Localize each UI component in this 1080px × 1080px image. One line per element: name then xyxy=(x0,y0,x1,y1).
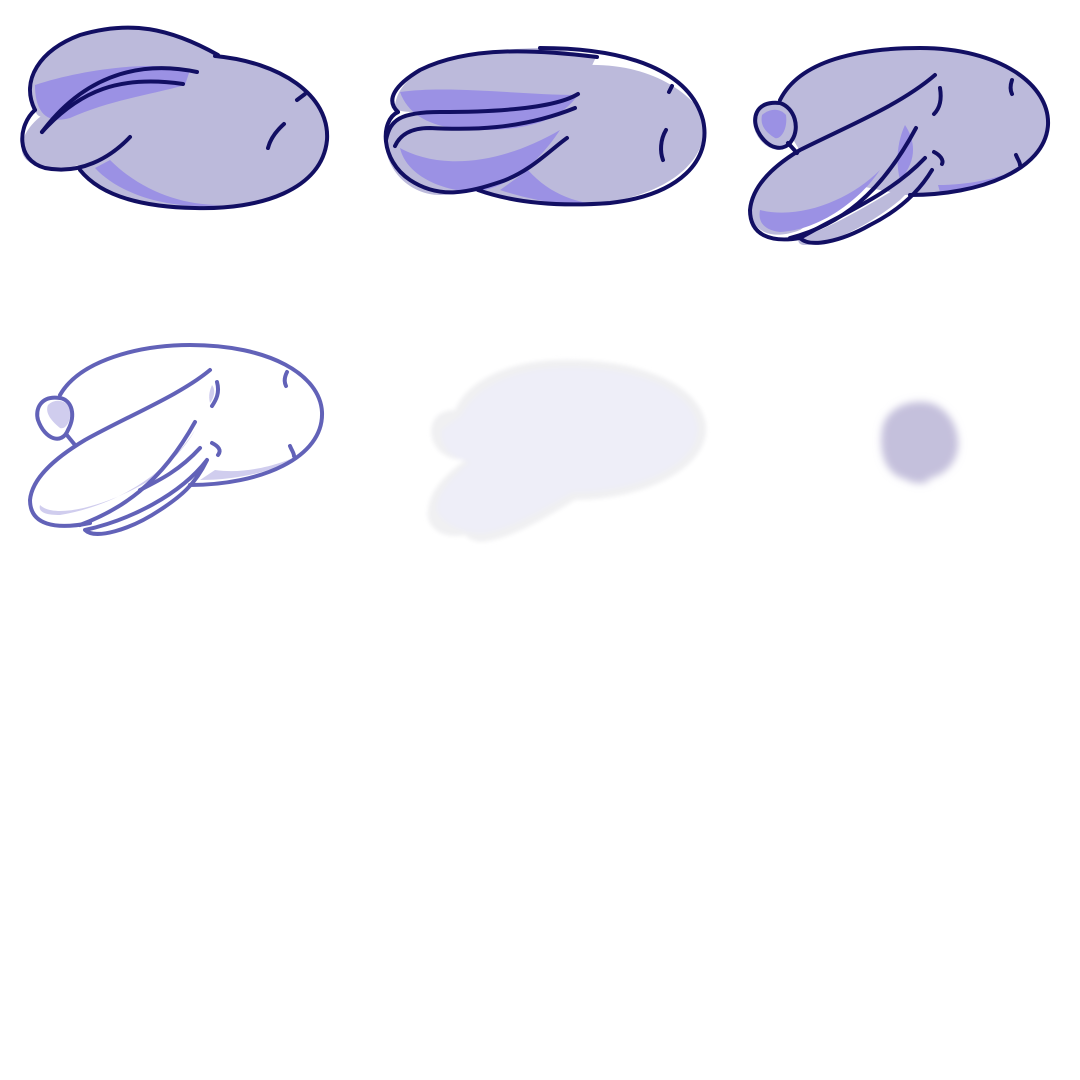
sprite-bunny-ears-drooped xyxy=(20,25,330,211)
sprite-bunny-ghost xyxy=(427,359,707,542)
sprite-bunny-blur xyxy=(881,401,959,484)
sprite-bunny-outline xyxy=(28,343,325,536)
sprite-bunny-ears-down xyxy=(748,46,1051,245)
sprite-bunny-ears-swept xyxy=(383,46,707,207)
